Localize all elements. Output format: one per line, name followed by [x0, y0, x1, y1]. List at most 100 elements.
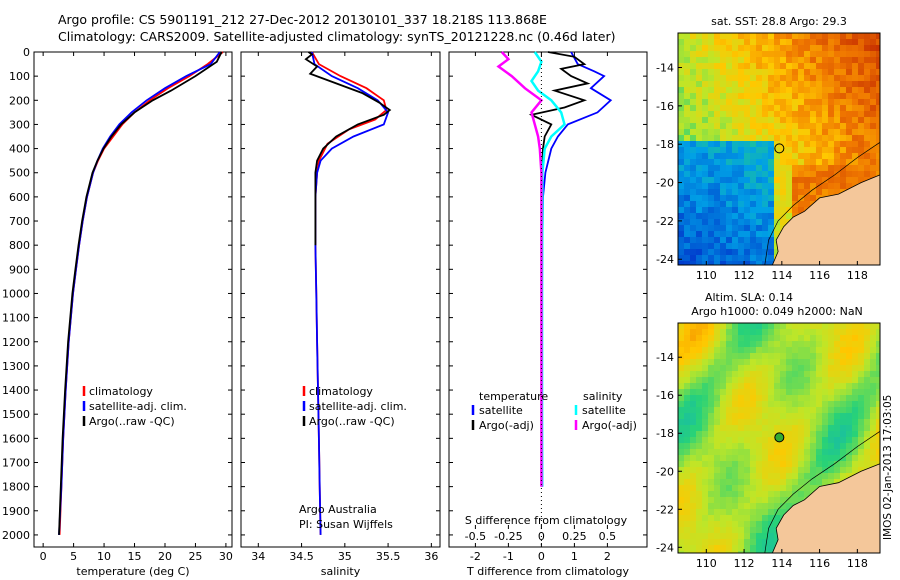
map-cell: [708, 341, 715, 348]
map-cell: [792, 111, 799, 118]
map-cell: [798, 81, 805, 88]
map-cell: [780, 177, 787, 184]
map-cell: [828, 117, 835, 124]
map-cell: [846, 419, 853, 426]
map-cell: [756, 347, 763, 354]
map-cell: [876, 401, 881, 408]
map-cell: [720, 123, 727, 130]
map-cell: [678, 207, 685, 214]
map-cell: [858, 455, 865, 462]
map-cell: [876, 347, 881, 354]
map-cell: [828, 341, 835, 348]
map-cell: [708, 93, 715, 100]
map-cell: [762, 135, 769, 142]
map-cell: [780, 329, 787, 336]
map-cell: [762, 165, 769, 172]
map-cell: [828, 443, 835, 450]
map-cell: [798, 401, 805, 408]
map-cell: [816, 63, 823, 70]
map-cell: [840, 353, 847, 360]
map-cell: [840, 365, 847, 372]
map-cell: [750, 45, 757, 52]
map-cell: [762, 497, 769, 504]
map-cell: [780, 419, 787, 426]
map-cell: [798, 147, 805, 154]
depth-tick-label: 1800: [2, 481, 30, 494]
map-cell: [810, 401, 817, 408]
map-cell: [678, 39, 685, 46]
map-cell: [738, 413, 745, 420]
map-cell: [714, 329, 721, 336]
map-cell: [702, 87, 709, 94]
map-cell: [822, 455, 829, 462]
map-cell: [780, 171, 787, 178]
map-cell: [846, 123, 853, 130]
map-cell: [744, 123, 751, 130]
map-cell: [816, 51, 823, 58]
map-cell: [828, 93, 835, 100]
map-cell: [744, 389, 751, 396]
map-cell: [876, 323, 881, 330]
map-cell: [864, 69, 871, 76]
map-cell: [816, 129, 823, 136]
map-cell: [750, 503, 757, 510]
map-cell: [858, 135, 865, 142]
map-cell: [780, 407, 787, 414]
map-cell: [834, 329, 841, 336]
map-cell: [858, 371, 865, 378]
map-cell: [756, 135, 763, 142]
map-cell: [804, 135, 811, 142]
salinity-panel: 34 34.5 35 35.5 36salinityclimatologysatelli…: [240, 51, 441, 578]
map-cell: [684, 329, 691, 336]
map-cell: [750, 371, 757, 378]
map-cell: [792, 323, 799, 330]
map-cell: [834, 117, 841, 124]
map-cell: [720, 431, 727, 438]
map-cell: [708, 33, 715, 40]
map-cell: [870, 57, 877, 64]
map-cell: [720, 213, 727, 220]
map-cell: [846, 153, 853, 160]
map-cell: [744, 231, 751, 238]
map-cell: [804, 485, 811, 492]
map-cell: [870, 401, 877, 408]
map-cell: [738, 461, 745, 468]
map-cell: [696, 45, 703, 52]
map-cell: [732, 99, 739, 106]
map-cell: [702, 207, 709, 214]
map-cell: [690, 395, 697, 402]
map-cell: [714, 413, 721, 420]
map-cell: [702, 165, 709, 172]
map-cell: [840, 63, 847, 70]
map-cell: [840, 135, 847, 142]
map-cell: [738, 111, 745, 118]
map-cell: [852, 431, 859, 438]
map-cell: [846, 425, 853, 432]
map-cell: [744, 189, 751, 196]
map-cell: [816, 335, 823, 342]
salinity-frame: [240, 51, 441, 548]
map-cell: [768, 365, 775, 372]
map-cell: [774, 509, 781, 516]
map-cell: [762, 407, 769, 414]
map-cell: [720, 467, 727, 474]
map-cell: [750, 377, 757, 384]
map-cell: [714, 189, 721, 196]
map-cell: [816, 407, 823, 414]
map-cell: [684, 81, 691, 88]
map-cell: [798, 69, 805, 76]
map-cell: [858, 377, 865, 384]
map-cell: [708, 75, 715, 82]
map-cell: [702, 39, 709, 46]
map-cell: [690, 515, 697, 522]
map-cell: [714, 207, 721, 214]
map-cell: [702, 63, 709, 70]
map-cell: [786, 323, 793, 330]
map-cell: [786, 437, 793, 444]
map-cell: [678, 213, 685, 220]
map-cell: [678, 359, 685, 366]
map-cell: [786, 365, 793, 372]
map-cell: [852, 69, 859, 76]
map-cell: [696, 515, 703, 522]
map-cell: [852, 93, 859, 100]
